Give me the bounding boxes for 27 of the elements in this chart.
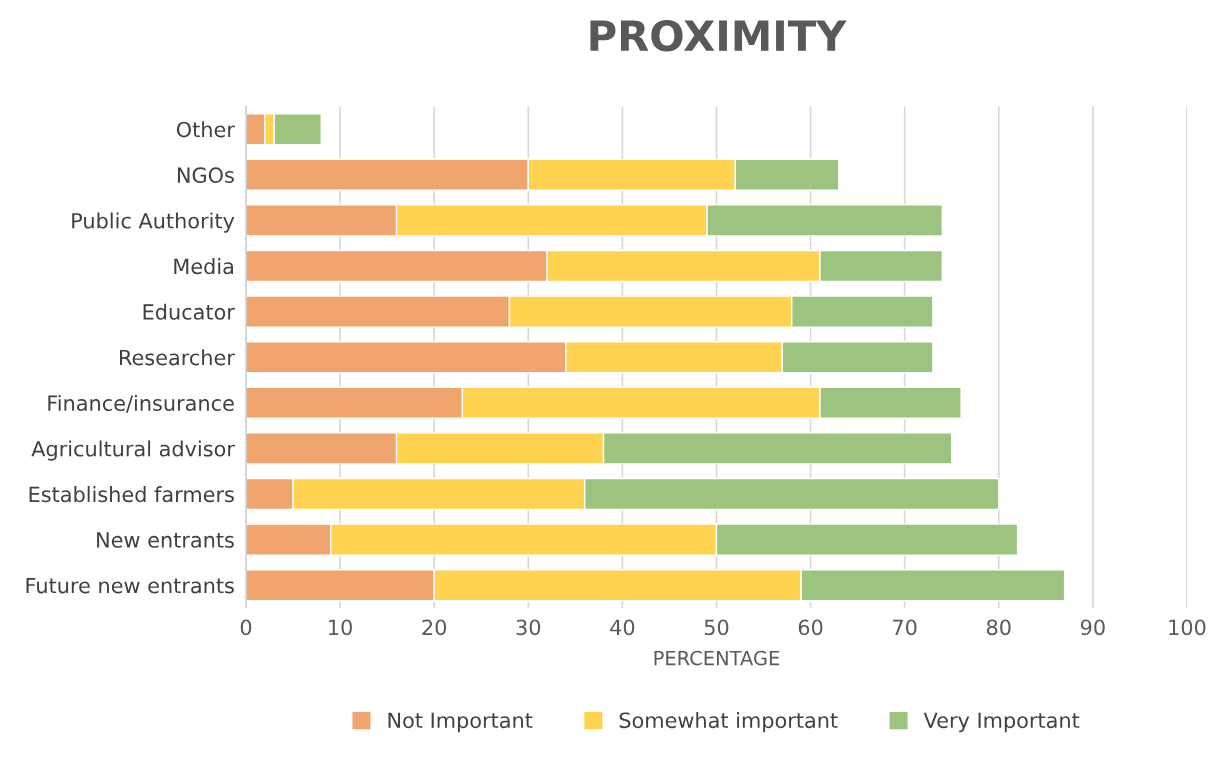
x-tick-label: 10 bbox=[329, 619, 352, 636]
y-tick-label: Future new entrants bbox=[26, 577, 234, 594]
y-tick-label: Media bbox=[174, 258, 233, 275]
y-tick-label: Researcher bbox=[120, 349, 235, 366]
x-tick-label: 40 bbox=[610, 619, 635, 636]
x-tick-label: 30 bbox=[516, 619, 541, 636]
x-tick-label: 100 bbox=[1169, 619, 1206, 636]
y-tick-label: Educator bbox=[143, 303, 235, 320]
legend-label: Somewhat important bbox=[619, 712, 838, 733]
x-tick-label: 0 bbox=[240, 619, 252, 636]
x-tick-label: 20 bbox=[422, 619, 447, 636]
y-tick-label: New entrants bbox=[97, 532, 234, 548]
y-tick-label: Other bbox=[176, 121, 235, 138]
x-tick-label: 50 bbox=[704, 619, 729, 636]
y-tick-label: Established farmers bbox=[29, 486, 234, 503]
y-tick-label: Finance/insurance bbox=[48, 394, 234, 413]
x-tick-label: 70 bbox=[893, 619, 917, 636]
x-tick-label: 60 bbox=[798, 619, 823, 636]
x-tick-label: 90 bbox=[1080, 619, 1105, 636]
y-tick-label: Agricultural advisor bbox=[31, 440, 235, 461]
y-tick-label: Public Authority bbox=[72, 212, 235, 233]
x-axis-title: PERCENTAGE bbox=[654, 650, 780, 666]
y-tick-label: NGOs bbox=[177, 167, 234, 184]
x-tick-label: 80 bbox=[986, 619, 1011, 636]
legend-label: Very Important bbox=[923, 712, 1080, 733]
legend-label: Not Important bbox=[388, 712, 533, 733]
chart-title: PROXIMITY bbox=[590, 19, 847, 52]
